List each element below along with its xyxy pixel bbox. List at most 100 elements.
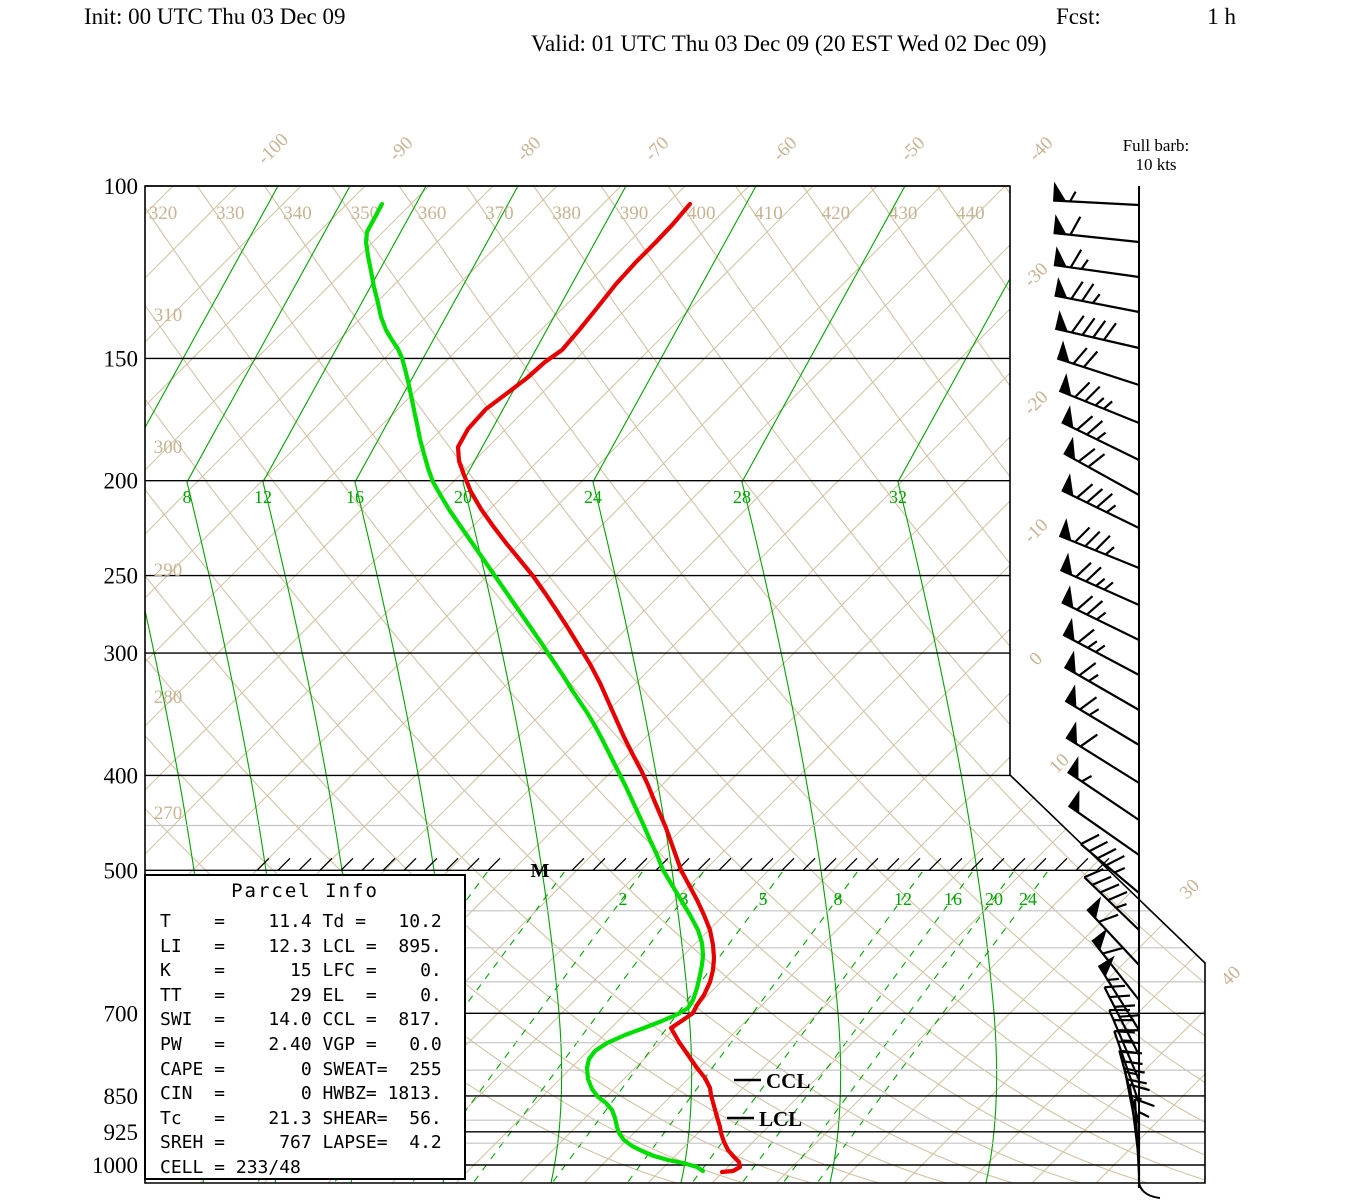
- isotherm-line: [145, 186, 494, 1183]
- init-time-label: Init: 00 UTC Thu 03 Dec 09: [84, 4, 346, 29]
- isotherm-label-right: -10: [1020, 515, 1053, 548]
- moist-adiabat-line: [462, 186, 627, 1183]
- parcel-info-row: CELL = 233/48: [160, 1156, 301, 1178]
- pressure-axis-label: 850: [104, 1084, 139, 1109]
- pressure-axis-label: 200: [104, 469, 139, 494]
- pressure-axis-label: 100: [104, 174, 139, 199]
- isotherm-line: [145, 186, 366, 1183]
- wind-barb-legend: Full barb: 10 kts: [1106, 136, 1206, 174]
- isotherm-line: [967, 186, 1205, 1183]
- ccl-marker-label: CCL: [766, 1069, 810, 1093]
- freezing-hatch-tick: [592, 857, 606, 871]
- freezing-hatch-tick: [718, 857, 732, 871]
- wind-barb: [1080, 833, 1140, 894]
- freezing-hatch-tick: [760, 857, 774, 871]
- wind-barb: [1128, 1083, 1150, 1161]
- parcel-info-row: CIN = 0 HWBZ= 1813.: [160, 1083, 442, 1105]
- isotherm-label-top: -80: [513, 133, 546, 166]
- freezing-hatch-tick: [277, 857, 291, 871]
- freezing-hatch-tick: [1012, 857, 1026, 871]
- wind-barb: [1062, 617, 1140, 676]
- isotherm-label-right: -20: [1020, 387, 1053, 420]
- moist-adiabat-label: 12: [254, 487, 272, 507]
- moist-adiabat-label: 28: [733, 487, 751, 507]
- isotherm-label-right: 40: [1217, 962, 1245, 990]
- freezing-hatch-tick: [1054, 857, 1068, 871]
- isotherm-line: [145, 186, 430, 1183]
- freezing-hatch-tick: [844, 857, 858, 871]
- isotherm-line: [145, 186, 622, 1183]
- freezing-hatch-tick: [361, 857, 375, 871]
- freezing-hatch-tick: [403, 857, 417, 871]
- moist-adiabat-line: [592, 186, 757, 1183]
- dry-adiabat-label-top: 370: [485, 203, 514, 224]
- freezing-hatch-tick: [949, 857, 963, 871]
- isotherm-label-top: -90: [385, 133, 418, 166]
- isotherm-label-top: -50: [897, 133, 930, 166]
- freezing-hatch-tick: [1075, 857, 1089, 871]
- dry-adiabat-label-top: 390: [620, 203, 649, 224]
- wind-barb: [1061, 473, 1140, 529]
- pressure-axis-label: 700: [104, 1001, 139, 1026]
- wind-barb: [1054, 276, 1140, 314]
- moist-adiabat-line: [741, 186, 906, 1183]
- isotherm-line: [1031, 186, 1205, 1183]
- isotherm-label-right: 30: [1176, 875, 1204, 903]
- moist-adiabat-label: 16: [346, 487, 364, 507]
- freezing-hatch-tick: [1096, 857, 1110, 871]
- moist-adiabat-label: 20: [454, 487, 472, 507]
- parcel-info-row: K = 15 LFC = 0.: [160, 960, 442, 982]
- pressure-axis-label: 150: [104, 346, 139, 371]
- isotherm-label-right: 0: [1025, 648, 1047, 670]
- parcel-info-row: CAPE = 0 SWEAT= 255: [160, 1058, 442, 1080]
- isotherm-line: [145, 186, 558, 1183]
- wind-barb: [1056, 340, 1140, 387]
- mixing-ratio-label: 20: [985, 889, 1003, 909]
- isotherm-line: [775, 186, 1205, 1183]
- dry-adiabat-line: [145, 186, 1149, 1183]
- dry-adiabat-label-left: 280: [154, 687, 183, 708]
- isotherm-label-right: -30: [1020, 259, 1053, 292]
- mixing-ratio-line: [782, 871, 1014, 1183]
- parcel-info-row: SWI = 14.0 CCL = 817.: [160, 1009, 442, 1031]
- freezing-hatch-tick: [823, 857, 837, 871]
- mixing-ratio-label: 2: [619, 889, 628, 909]
- freezing-hatch-tick: [445, 857, 459, 871]
- mixing-ratio-label: 24: [1019, 889, 1037, 909]
- isotherm-line: [455, 186, 1205, 1183]
- wind-barb: [1063, 650, 1140, 711]
- freezing-hatch-tick: [634, 857, 648, 871]
- dry-adiabat-line: [667, 186, 1205, 1183]
- isotherm-label-top: -100: [253, 129, 292, 168]
- valid-time-label: Valid: 01 UTC Thu 03 Dec 09 (20 EST Wed …: [531, 31, 1047, 56]
- forecast-hour-value: 1 h: [1207, 4, 1236, 29]
- parcel-info-row: TT = 29 EL = 0.: [160, 984, 442, 1006]
- dry-adiabat-line: [145, 186, 1014, 1183]
- mixing-ratio-label: 8: [834, 889, 843, 909]
- freezing-hatch-tick: [781, 857, 795, 871]
- dry-adiabat-line: [145, 186, 678, 1183]
- parcel-info-row: Tc = 21.3 SHEAR= 56.: [160, 1107, 442, 1129]
- freezing-hatch-tick: [613, 857, 627, 871]
- isotherm-line: [327, 186, 1205, 1183]
- plot-border: [144, 185, 1206, 1184]
- moist-adiabat-label: 32: [889, 487, 907, 507]
- wind-barb-legend-line2: 10 kts: [1135, 155, 1177, 174]
- wind-barb: [1137, 1111, 1150, 1188]
- dry-adiabat-label-top: 360: [418, 203, 447, 224]
- dry-adiabat-line: [331, 186, 1205, 1183]
- dry-adiabat-line: [145, 186, 1081, 1183]
- mixing-ratio-label: 12: [894, 889, 912, 909]
- dry-adiabat-label-top: 410: [754, 203, 783, 224]
- freezing-hatch-tick: [865, 857, 879, 871]
- isotherm-line: [145, 186, 942, 1183]
- dry-adiabat-line: [1004, 186, 1205, 1183]
- dry-adiabat-label-top: 440: [956, 203, 985, 224]
- dry-adiabat-line: [145, 186, 947, 1183]
- isotherm-label-top: -70: [641, 133, 674, 166]
- parcel-info-rows: T = 11.4 Td = 10.2 LI = 12.3 LCL = 895. K …: [160, 910, 442, 1181]
- forecast-hour: Fcst: 1 h: [1056, 4, 1236, 30]
- pressure-axis-label: 1000: [92, 1153, 138, 1178]
- pressure-axis-label: 925: [104, 1120, 139, 1145]
